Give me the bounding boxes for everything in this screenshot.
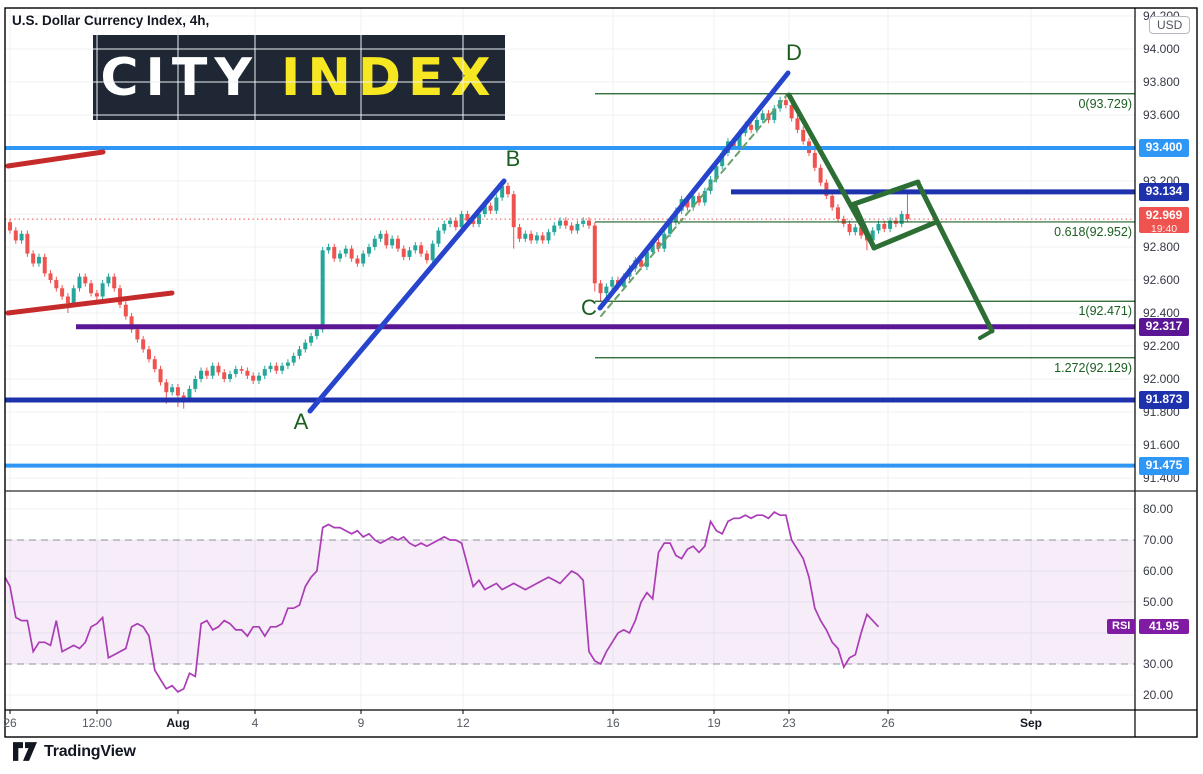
price-badge-93.400: 93.400: [1139, 139, 1189, 157]
fib-label-0.618: 0.618(92.952): [1054, 224, 1132, 239]
badge-price: 93.400: [1145, 140, 1183, 154]
price-badge-93.134: 93.134: [1139, 182, 1189, 201]
tradingview-glyph: [13, 742, 37, 761]
badge-price: 93.134: [1145, 183, 1183, 198]
time-tick-26: 26: [3, 716, 17, 730]
time-tick-23: 23: [782, 716, 796, 730]
price-tick-93.600: 93.600: [1143, 108, 1180, 122]
price-badge-91.475: 91.475: [1139, 456, 1189, 475]
tradingview-logo[interactable]: TradingView: [13, 742, 136, 761]
rsi-plot-line: [4, 511, 880, 693]
rsi-tick-70.00: 70.00: [1143, 533, 1174, 547]
price-tick-92.000: 92.000: [1143, 372, 1180, 386]
bar-countdown: 19:40: [1150, 223, 1178, 236]
impulse-a-b[interactable]: [307, 178, 507, 414]
price-badge-92.317: 92.317: [1139, 317, 1189, 336]
chart-frame: [4, 7, 1198, 738]
point-label-C[interactable]: C: [581, 295, 597, 320]
price-tick-93.800: 93.800: [1143, 75, 1180, 89]
flag-lower-side[interactable]: [871, 220, 937, 251]
time-tick-Sep: Sep: [1019, 716, 1042, 730]
breakout-projection[interactable]: [915, 180, 995, 334]
price-badge-92.969: 92.969 19:40: [1139, 207, 1189, 236]
watermark-word-city: CITY: [100, 47, 259, 108]
sr-levels-layer[interactable]: [5, 146, 1135, 468]
rsi-tick-30.00: 30.00: [1143, 657, 1174, 671]
tradingview-label: TradingView: [44, 742, 136, 760]
red-channel-upper[interactable]: [5, 149, 106, 169]
price-tick-92.400: 92.400: [1143, 306, 1180, 320]
fib-label-1: 1(92.471): [1078, 304, 1132, 319]
rsi-tick-20.00: 20.00: [1143, 688, 1174, 702]
point-label-B[interactable]: B: [506, 146, 521, 171]
time-tick-26: 26: [881, 716, 895, 730]
price-tick-92.800: 92.800: [1143, 240, 1180, 254]
red-channel-lower[interactable]: [5, 290, 175, 316]
trendlines-layer[interactable]: [5, 70, 995, 414]
rsi-tick-50.00: 50.00: [1143, 595, 1174, 609]
price-tick-92.200: 92.200: [1143, 339, 1180, 353]
badge-price: 91.873: [1145, 391, 1183, 406]
badge-price: 92.969: [1145, 208, 1183, 223]
impulse-c-d[interactable]: [597, 70, 791, 311]
flag-upper-side[interactable]: [851, 179, 921, 207]
rsi-value-badge: 41.95: [1139, 618, 1189, 634]
time-tick-19: 19: [707, 716, 721, 730]
time-tick-12: 12: [456, 716, 470, 730]
point-label-A[interactable]: A: [294, 409, 309, 434]
fib-retracement-layer[interactable]: [595, 93, 1135, 359]
fib-label-0: 0(93.729): [1078, 96, 1132, 111]
rsi-name-chip: RSI: [1107, 618, 1136, 634]
rsi-tick-80.00: 80.00: [1143, 502, 1174, 516]
symbol-title[interactable]: U.S. Dollar Currency Index, 4h,: [12, 13, 210, 28]
price-tick-92.600: 92.600: [1143, 273, 1180, 287]
rsi-band: [5, 539, 1135, 665]
watermark-word-index: INDEX: [280, 47, 498, 108]
point-label-D[interactable]: D: [786, 40, 802, 65]
time-tick-12:00: 12:00: [81, 716, 113, 730]
time-tick-9: 9: [357, 716, 365, 730]
candles-layer: [8, 93, 910, 409]
breakout-hook[interactable]: [978, 329, 994, 340]
flag-left-side[interactable]: [851, 201, 877, 251]
price-tick-94.000: 94.000: [1143, 42, 1180, 56]
time-tick-Aug: Aug: [166, 716, 190, 730]
badge-price: 92.317: [1145, 318, 1183, 333]
c-d-dashed-guide[interactable]: [600, 95, 787, 317]
fib-label-1.272: 1.272(92.129): [1054, 360, 1132, 375]
time-tick-16: 16: [606, 716, 620, 730]
price-unit-badge: USD: [1149, 16, 1191, 34]
price-tick-91.600: 91.600: [1143, 438, 1180, 452]
badge-price: 91.475: [1145, 457, 1183, 472]
price-badge-91.873: 91.873: [1139, 390, 1189, 409]
rsi-tick-60.00: 60.00: [1143, 564, 1174, 578]
time-tick-4: 4: [251, 716, 259, 730]
